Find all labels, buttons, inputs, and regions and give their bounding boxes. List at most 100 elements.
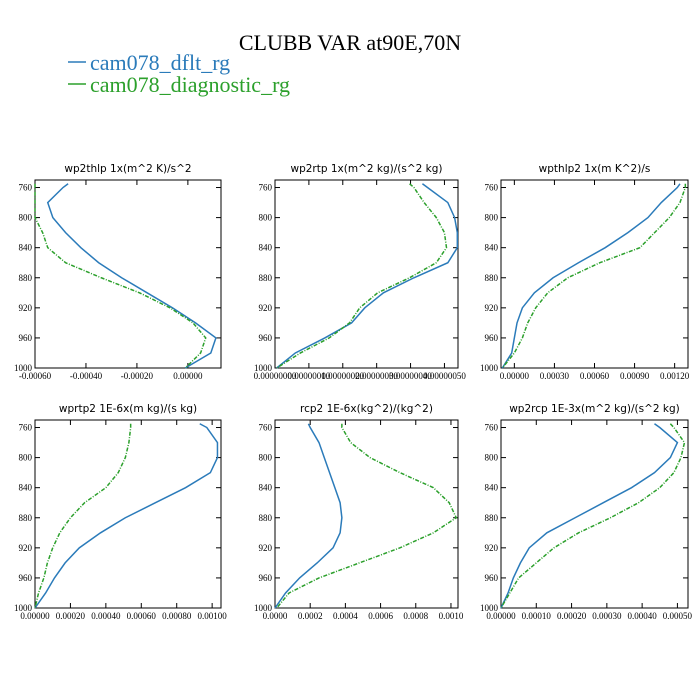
series-line: [276, 183, 448, 369]
y-tick-label: 880: [19, 513, 33, 523]
series-line: [34, 423, 219, 609]
x-tick-label: 0.00000030: [355, 371, 398, 381]
series-line: [501, 183, 687, 369]
x-tick-label: 0.00000: [500, 371, 530, 381]
plot-frame: [34, 419, 222, 609]
plot-frame: [500, 419, 689, 609]
x-tick-label: 0.00000: [20, 611, 50, 621]
panel-title: rcp2 1E-6x(kg^2)/(kg^2): [300, 403, 433, 415]
y-tick-label: 800: [485, 453, 499, 463]
x-tick-label: 0.00000010: [288, 371, 331, 381]
x-tick-label: 0.00000000: [254, 371, 297, 381]
y-tick-label: 840: [259, 243, 273, 253]
series-line: [500, 423, 686, 609]
x-tick-label: 0.00000: [486, 611, 516, 621]
y-tick-label: 880: [259, 513, 273, 523]
y-tick-label: 920: [259, 543, 273, 553]
x-tick-label: 0.00060: [127, 611, 157, 621]
y-tick-label: 920: [19, 303, 33, 313]
y-tick-label: 1000: [480, 363, 499, 373]
x-tick-label: 0.00000: [173, 371, 203, 381]
y-tick-label: 1000: [480, 603, 499, 613]
y-tick-label: 960: [19, 573, 33, 583]
plot-frame: [274, 419, 459, 609]
y-tick-label: 840: [485, 483, 499, 493]
panel-title: wpthlp2 1x(m K^2)/s: [539, 163, 651, 175]
y-tick-label: 880: [259, 273, 273, 283]
x-tick-label: 0.0006: [368, 611, 393, 621]
series-line: [34, 423, 132, 609]
y-tick-label: 880: [485, 513, 499, 523]
x-tick-label: 0.0010: [439, 611, 464, 621]
y-tick-label: 760: [259, 423, 273, 433]
plot-frame: [34, 179, 222, 369]
x-tick-label: 0.0000: [263, 611, 288, 621]
legend-label: cam078_diagnostic_rg: [90, 72, 290, 97]
x-tick-label: 0.00040: [628, 611, 658, 621]
x-tick-label: 0.00060: [580, 371, 610, 381]
series-line: [46, 183, 217, 369]
x-tick-label: -0.00040: [70, 371, 103, 381]
y-tick-label: 920: [485, 303, 499, 313]
y-tick-label: 760: [485, 183, 499, 193]
series-line: [500, 423, 679, 609]
y-tick-label: 1000: [254, 363, 273, 373]
y-tick-label: 760: [485, 423, 499, 433]
y-tick-label: 920: [485, 543, 499, 553]
plot-frame: [274, 179, 459, 369]
x-tick-label: -0.00060: [19, 371, 52, 381]
panel-title: wp2thlp 1x(m^2 K)/s^2: [64, 163, 191, 175]
y-tick-label: 800: [19, 453, 33, 463]
legend-label: cam078_dflt_rg: [90, 50, 230, 75]
x-tick-label: 0.00120: [660, 371, 690, 381]
y-tick-label: 1000: [14, 363, 33, 373]
x-tick-label: 0.0004: [333, 611, 358, 621]
y-tick-label: 800: [259, 213, 273, 223]
x-tick-label: 0.00030: [592, 611, 622, 621]
y-tick-label: 800: [19, 213, 33, 223]
panel-title: wprtp2 1E-6x(m kg)/(s kg): [59, 403, 197, 415]
plot-frame: [500, 179, 689, 369]
series-line: [274, 423, 343, 609]
x-tick-label: 0.00000020: [321, 371, 364, 381]
panel-title: wp2rtp 1x(m^2 kg)/(s^2 kg): [290, 163, 442, 175]
y-tick-label: 960: [485, 573, 499, 583]
x-tick-label: 0.00040: [91, 611, 121, 621]
y-tick-label: 760: [19, 423, 33, 433]
x-tick-label: -0.00020: [121, 371, 154, 381]
y-tick-label: 800: [485, 213, 499, 223]
y-tick-label: 960: [19, 333, 33, 343]
y-tick-label: 960: [485, 333, 499, 343]
series-line: [501, 183, 681, 369]
y-tick-label: 960: [259, 573, 273, 583]
y-tick-label: 920: [19, 543, 33, 553]
panel-title: wp2rcp 1E-3x(m^2 kg)/(s^2 kg): [509, 403, 680, 415]
x-tick-label: 0.00100: [198, 611, 228, 621]
x-tick-label: 0.00090: [620, 371, 650, 381]
x-tick-label: 0.0008: [403, 611, 428, 621]
x-tick-label: 0.00050: [663, 611, 693, 621]
x-tick-label: 0.00000050: [423, 371, 466, 381]
y-tick-label: 840: [259, 483, 273, 493]
series-line: [276, 423, 458, 609]
x-tick-label: 0.00000040: [389, 371, 432, 381]
figure-title: CLUBB VAR at90E,70N: [239, 30, 461, 55]
y-tick-label: 880: [19, 273, 33, 283]
y-tick-label: 760: [259, 183, 273, 193]
y-tick-label: 960: [259, 333, 273, 343]
y-tick-label: 840: [19, 483, 33, 493]
series-line: [34, 183, 207, 369]
y-tick-label: 880: [485, 273, 499, 283]
y-tick-label: 920: [259, 303, 273, 313]
y-tick-label: 1000: [254, 603, 273, 613]
x-tick-label: 0.00030: [540, 371, 570, 381]
y-tick-label: 800: [259, 453, 273, 463]
x-tick-label: 0.0002: [298, 611, 323, 621]
x-tick-label: 0.00020: [557, 611, 587, 621]
x-tick-label: 0.00080: [162, 611, 192, 621]
y-tick-label: 760: [19, 183, 33, 193]
x-tick-label: 0.00020: [56, 611, 86, 621]
series-line: [276, 183, 459, 369]
